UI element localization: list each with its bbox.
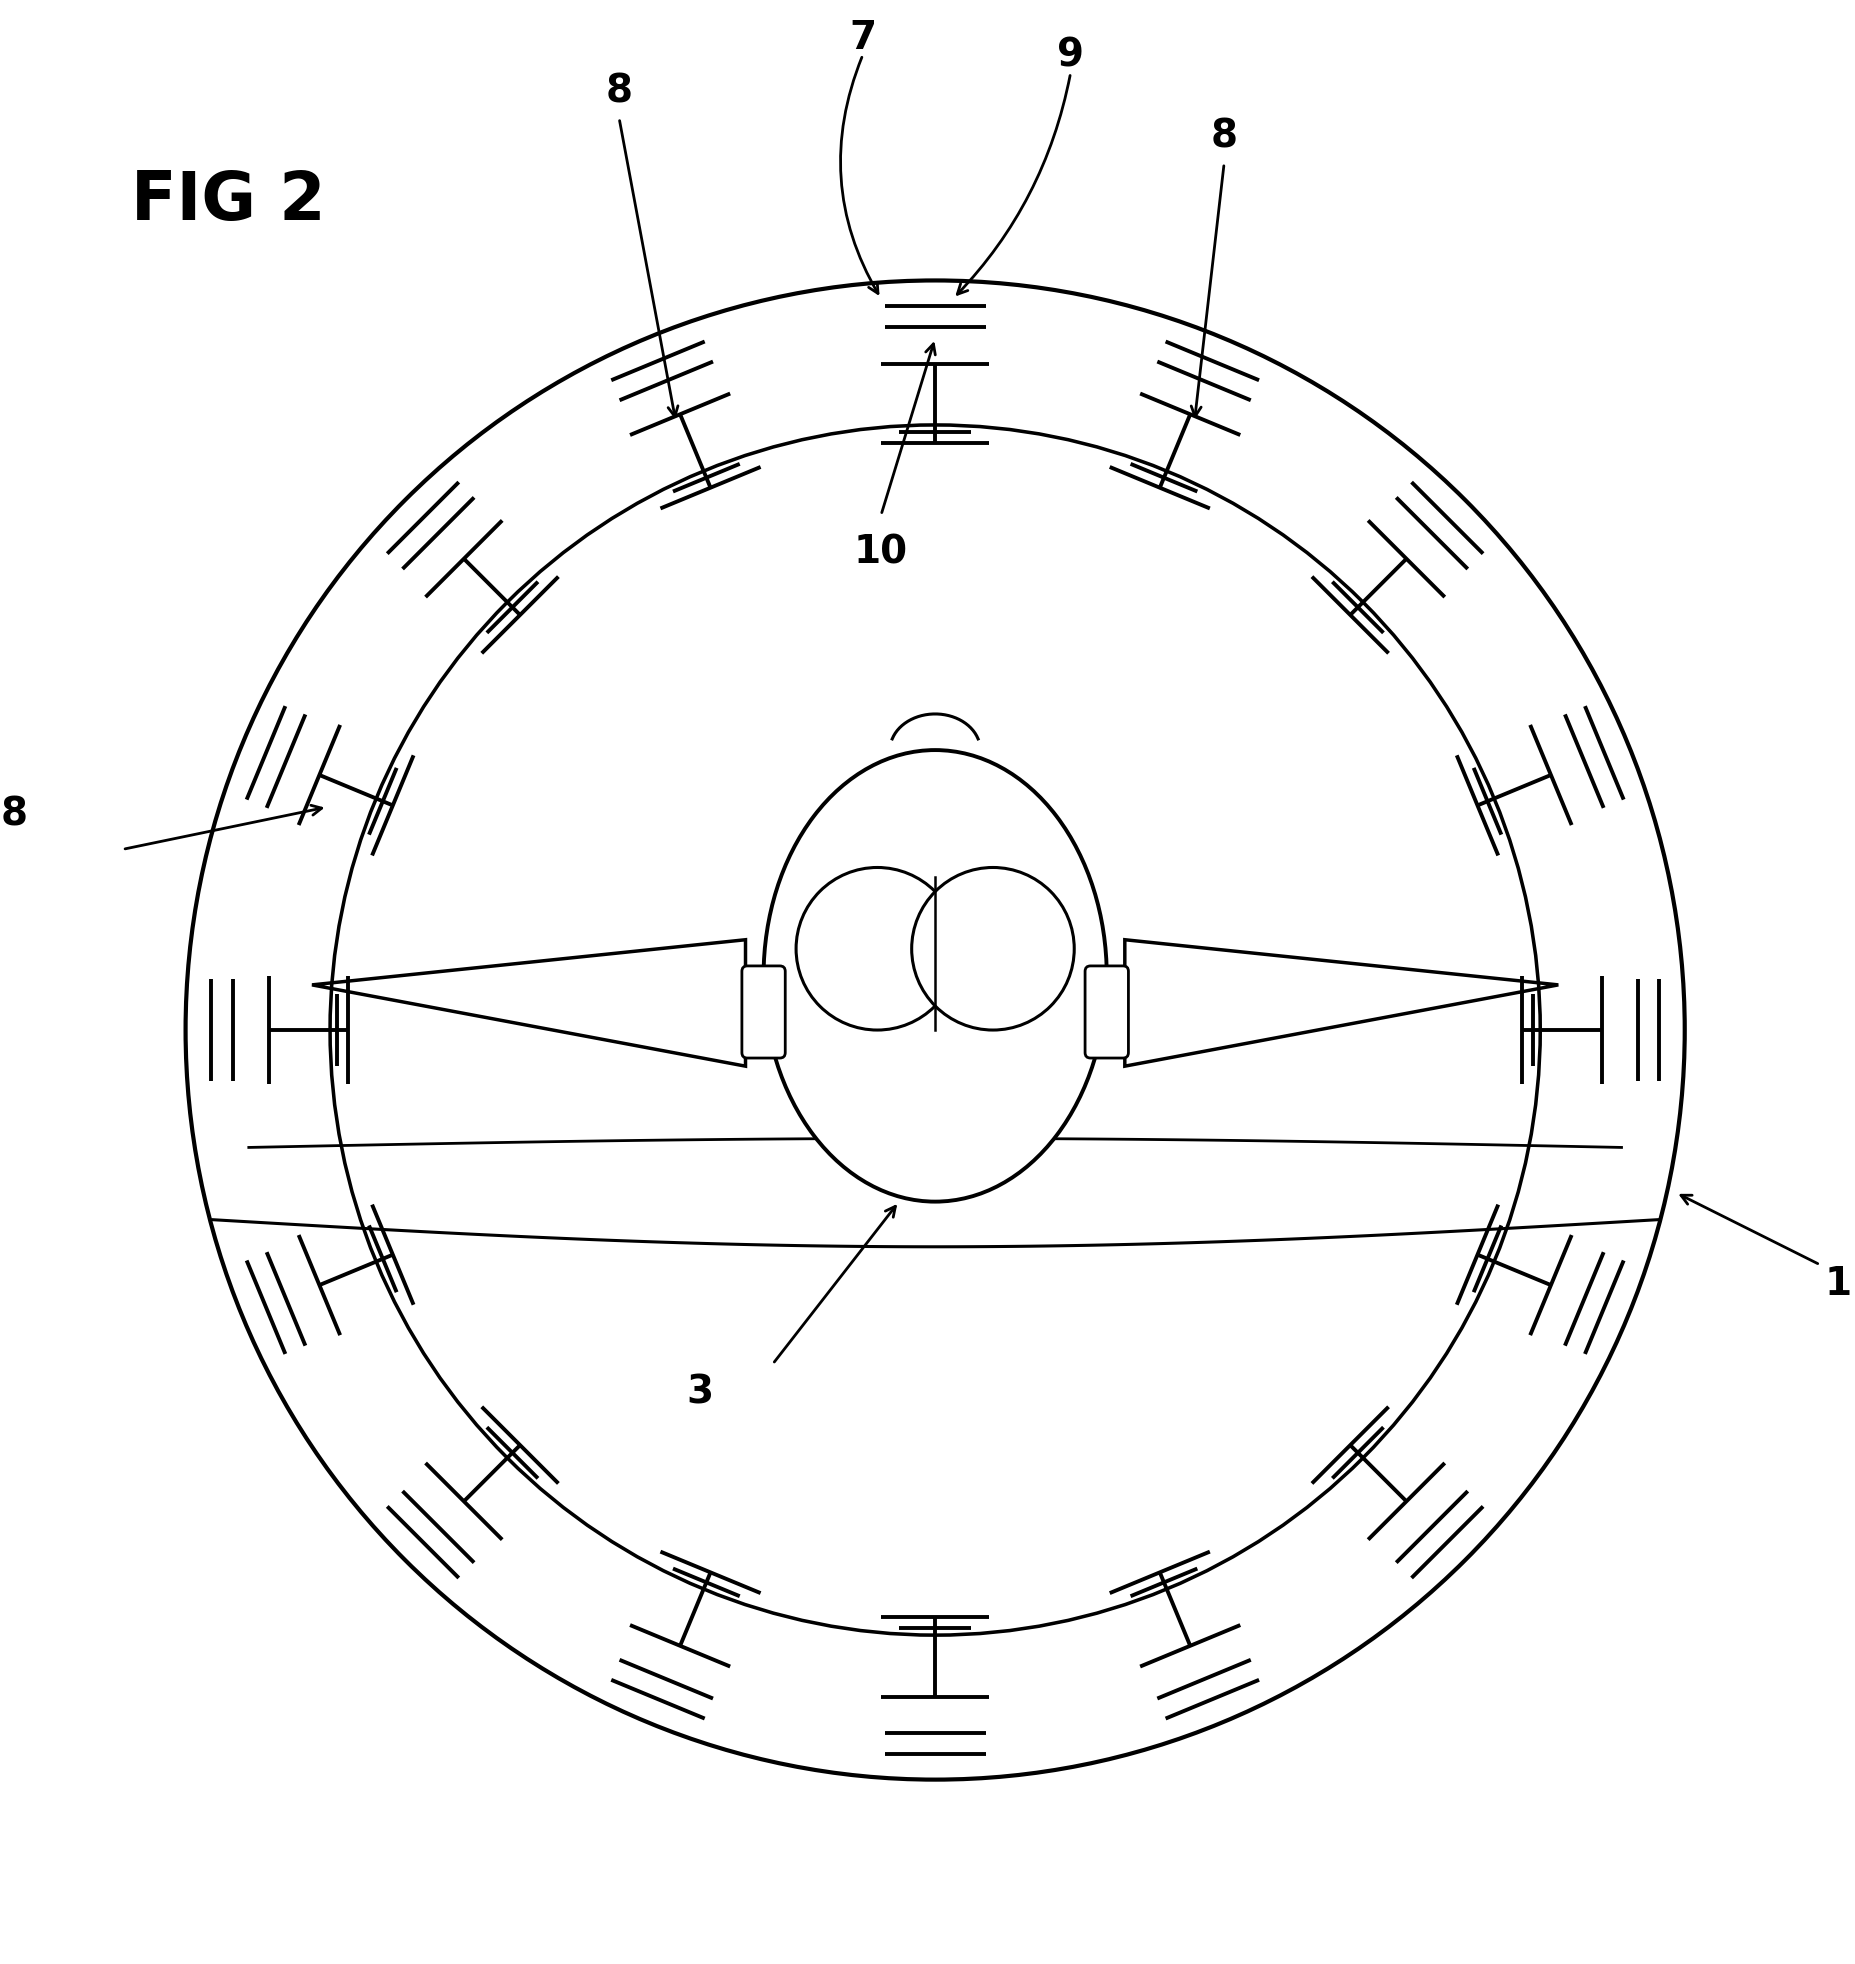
FancyBboxPatch shape [1085,966,1128,1059]
Text: 10: 10 [853,532,907,572]
Text: 8: 8 [605,73,633,110]
Text: 1: 1 [1823,1265,1851,1302]
Text: 3: 3 [686,1373,714,1410]
Text: 9: 9 [1057,37,1083,75]
Text: 8: 8 [1209,118,1237,155]
Text: 8: 8 [0,795,28,833]
Ellipse shape [762,750,1106,1202]
Text: 7: 7 [850,18,876,57]
FancyBboxPatch shape [742,966,785,1059]
Circle shape [796,868,959,1031]
Circle shape [911,868,1074,1031]
Text: FIG 2: FIG 2 [132,167,326,234]
